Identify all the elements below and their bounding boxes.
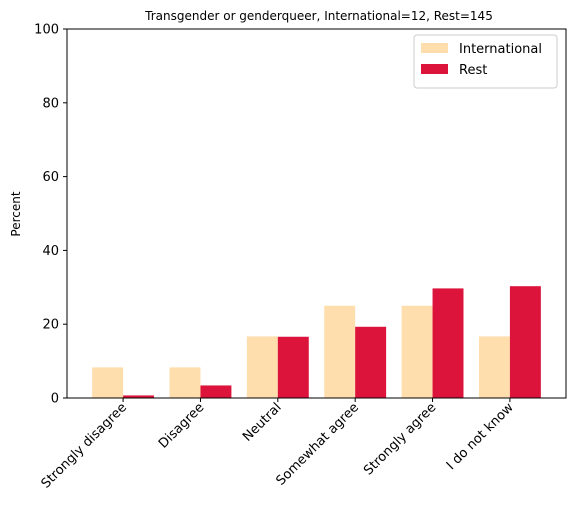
plot-area: 0 20 40 60 80 100 Strongly disagree Disagree Neu… xyxy=(34,23,567,492)
bar-rest xyxy=(355,326,387,398)
y-axis-label: Percent xyxy=(9,191,23,236)
bar-rest xyxy=(123,395,155,398)
y-tick-label: 0 xyxy=(51,392,59,407)
legend: International Rest xyxy=(413,34,558,89)
bar-international xyxy=(169,367,201,398)
legend-swatch xyxy=(421,43,448,53)
y-tick-label: 40 xyxy=(42,244,59,259)
y-tick-label: 20 xyxy=(42,318,59,333)
bar-rest xyxy=(277,336,309,398)
y-tick-label: 80 xyxy=(42,96,59,111)
y-tick-label: 60 xyxy=(42,170,59,185)
y-tick-label: 100 xyxy=(34,23,59,38)
bar-international xyxy=(246,336,278,398)
x-tick-label: Strongly disagree xyxy=(39,400,130,491)
legend-swatch xyxy=(421,64,448,74)
bar-international xyxy=(92,367,124,398)
x-tick-label: Somewhat agree xyxy=(273,400,362,489)
bar-rest xyxy=(432,288,464,398)
bar-international xyxy=(324,305,356,398)
bar-rest xyxy=(200,385,232,398)
x-tick-label: I do not know xyxy=(444,400,517,473)
legend-label: Rest xyxy=(459,63,487,78)
chart-title: Transgender or genderqueer, Internationa… xyxy=(144,9,493,23)
x-tick-label: Strongly agree xyxy=(361,400,439,478)
bar-rest xyxy=(509,286,541,398)
bar-international xyxy=(401,305,433,398)
bar-international xyxy=(478,336,510,398)
legend-box xyxy=(413,34,558,89)
legend-label: International xyxy=(459,42,542,57)
x-tick-label: Neutral xyxy=(240,400,285,445)
plot-frame xyxy=(66,28,567,399)
x-tick-label: Disagree xyxy=(156,400,207,451)
